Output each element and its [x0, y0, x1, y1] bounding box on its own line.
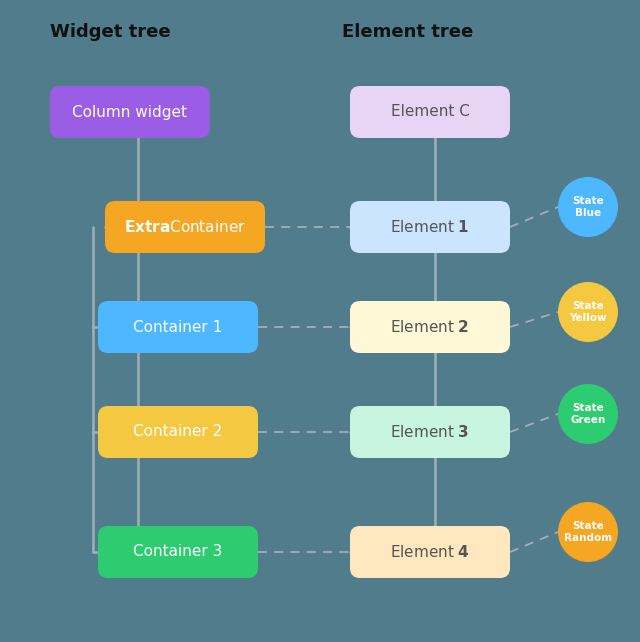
FancyBboxPatch shape [98, 406, 258, 458]
Text: Element C: Element C [390, 105, 469, 119]
FancyBboxPatch shape [350, 406, 510, 458]
FancyBboxPatch shape [50, 86, 210, 138]
Text: Element $\bf{3}$: Element $\bf{3}$ [390, 424, 470, 440]
Text: State
Yellow: State Yellow [569, 301, 607, 323]
Text: Widget tree: Widget tree [50, 23, 171, 41]
Circle shape [558, 384, 618, 444]
Circle shape [558, 177, 618, 237]
FancyBboxPatch shape [98, 526, 258, 578]
FancyBboxPatch shape [350, 201, 510, 253]
Text: State
Green: State Green [570, 403, 605, 425]
Text: Container 2: Container 2 [133, 424, 223, 440]
Text: State
Random: State Random [564, 521, 612, 542]
Text: $\bf{Extra}$Container: $\bf{Extra}$Container [124, 219, 246, 235]
Text: Element $\bf{4}$: Element $\bf{4}$ [390, 544, 470, 560]
Text: Container 3: Container 3 [133, 544, 223, 559]
FancyBboxPatch shape [350, 526, 510, 578]
Text: Container 1: Container 1 [133, 320, 223, 334]
Circle shape [558, 502, 618, 562]
FancyBboxPatch shape [105, 201, 265, 253]
Text: Element $\bf{1}$: Element $\bf{1}$ [390, 219, 470, 235]
Text: Element $\bf{2}$: Element $\bf{2}$ [390, 319, 470, 335]
Text: Element tree: Element tree [342, 23, 473, 41]
Text: State
Blue: State Blue [572, 196, 604, 218]
FancyBboxPatch shape [350, 301, 510, 353]
Text: Column widget: Column widget [72, 105, 188, 119]
Circle shape [558, 282, 618, 342]
FancyBboxPatch shape [350, 86, 510, 138]
FancyBboxPatch shape [98, 301, 258, 353]
